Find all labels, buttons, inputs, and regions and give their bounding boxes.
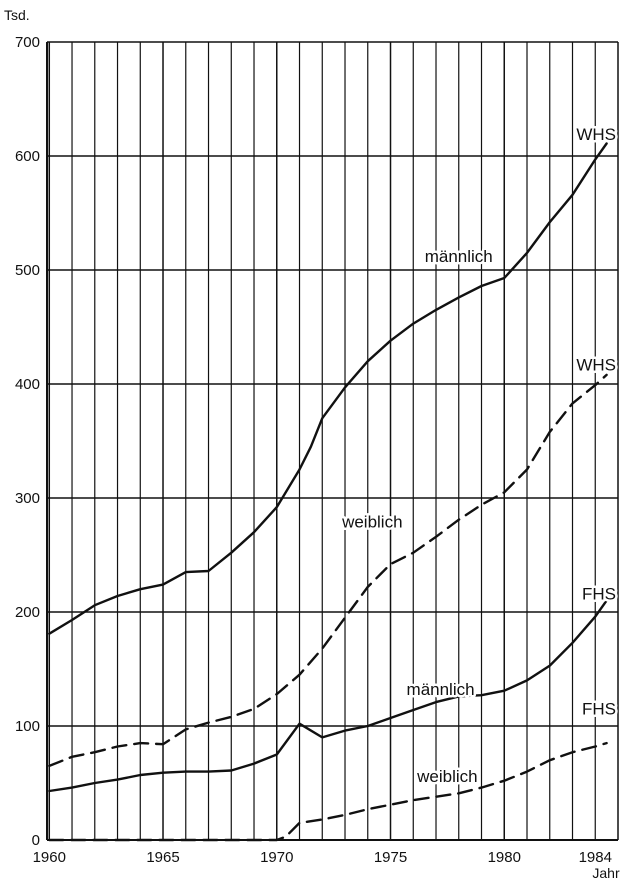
series-line xyxy=(48,741,608,842)
series-line xyxy=(48,142,608,635)
annotation-label: WHS xyxy=(576,355,616,374)
annotation-label: weiblich xyxy=(416,767,477,786)
tick-labels: 0 100 200 300 400 500 600 700 1960 1965 1970 1975 19… xyxy=(15,34,612,866)
x-axis-label: Jahr xyxy=(592,865,620,881)
y-tick-label: 200 xyxy=(15,604,40,621)
y-tick-label: 600 xyxy=(15,148,40,165)
annotations: WHS männlich WHS weiblich FHS männlich FHS weib… xyxy=(339,123,619,789)
x-tick-label: 1970 xyxy=(260,849,293,866)
x-tick-label: 1975 xyxy=(374,849,407,866)
annotation-label: FHS xyxy=(582,700,616,719)
x-tick-label: 1960 xyxy=(33,849,66,866)
y-tick-label: 100 xyxy=(15,718,40,735)
series-line xyxy=(48,599,608,793)
y-tick-label: 300 xyxy=(15,490,40,507)
annotation-label: WHS xyxy=(576,125,616,144)
y-tick-label: 400 xyxy=(15,376,40,393)
y-tick-label: 700 xyxy=(15,34,40,51)
y-tick-label: 0 xyxy=(32,832,40,849)
annotation-label: männlich xyxy=(425,247,493,266)
y-tick-label: 500 xyxy=(15,262,40,279)
annotation-label: FHS xyxy=(582,584,616,603)
x-tick-label: 1980 xyxy=(488,849,521,866)
annotation-label: männlich xyxy=(407,680,475,699)
x-tick-label: 1984 xyxy=(579,849,612,866)
axes: Tsd. Jahr xyxy=(4,7,620,881)
annotation-label: weiblich xyxy=(341,513,402,532)
series-lines xyxy=(48,142,608,842)
x-tick-label: 1965 xyxy=(146,849,179,866)
y-axis-label: Tsd. xyxy=(4,7,30,23)
series-line xyxy=(48,373,608,768)
grid-lines xyxy=(46,41,619,841)
